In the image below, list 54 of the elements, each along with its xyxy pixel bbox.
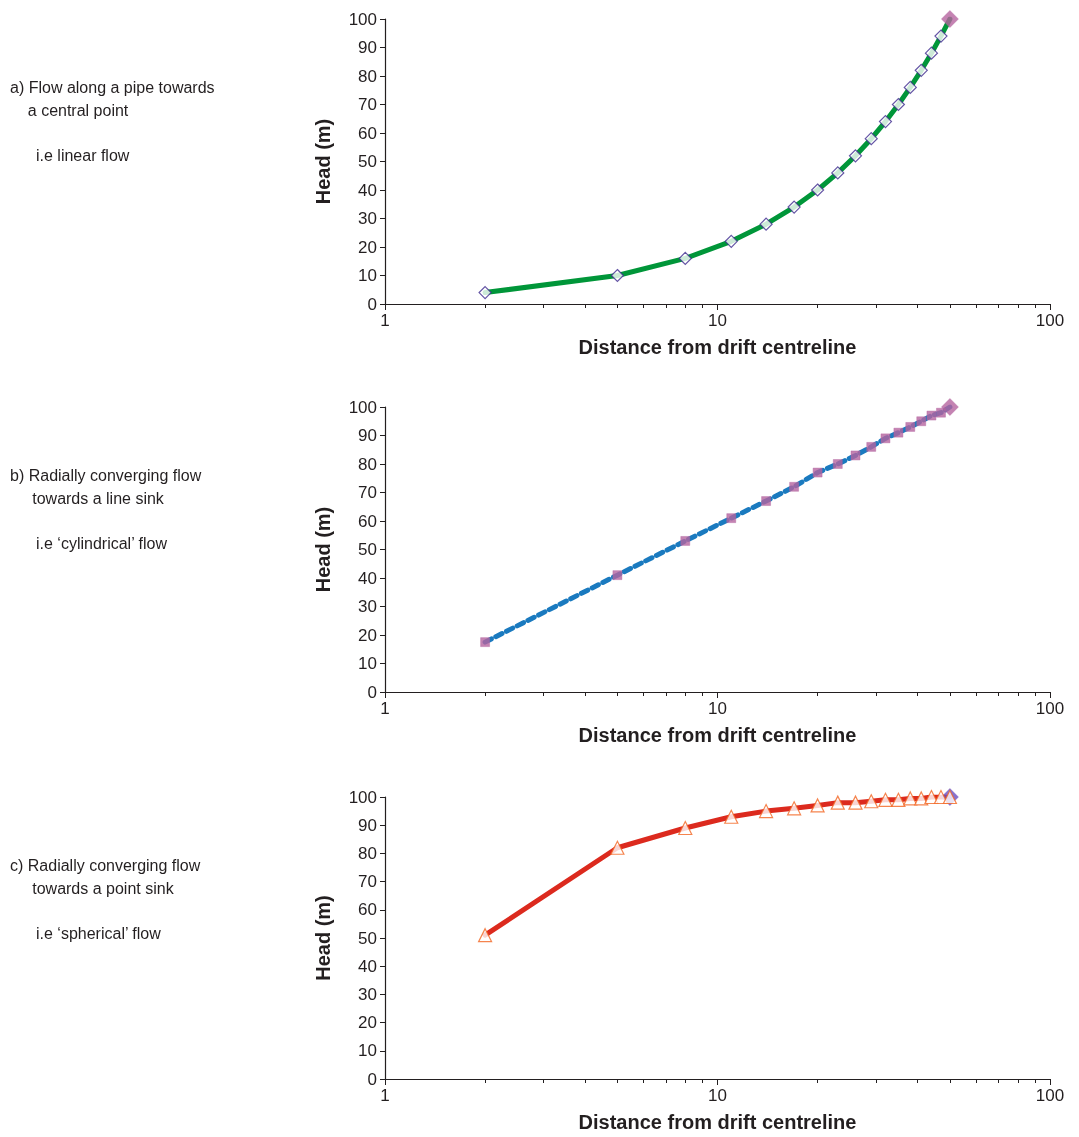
x-tick-label: 1: [380, 1086, 390, 1105]
y-tick-label: 40: [358, 956, 377, 976]
y-tick-label: 30: [358, 597, 377, 616]
y-tick-label: 10: [358, 654, 377, 673]
x-tick-label: 1: [380, 699, 390, 718]
y-tick-label: 60: [358, 511, 377, 531]
x-axis-title: Distance from drift centreline: [578, 724, 857, 746]
x-tick-label: 100: [1035, 1086, 1065, 1105]
y-tick-label: 100: [348, 397, 377, 417]
x-tick-label: 1: [380, 311, 390, 330]
y-tick-label: 100: [348, 787, 377, 807]
text: i.e ‘spherical’ flow: [36, 925, 162, 942]
text: a) Flow along a pipe towards a central point: [10, 79, 215, 119]
y-tick-label: 20: [358, 625, 377, 645]
y-tick-label: 40: [358, 568, 377, 588]
y-tick-label: 60: [358, 900, 377, 920]
y-tick-label: 30: [358, 984, 377, 1004]
y-axis-title: Head (m): [312, 118, 334, 205]
y-tick-label: 40: [358, 180, 377, 200]
y-tick-label: 50: [358, 928, 377, 948]
y-tick-label: 80: [358, 66, 377, 86]
y-tick-label: 0: [367, 294, 377, 314]
x-axis-title: Distance from drift centreline: [578, 1111, 857, 1133]
y-tick-label: 0: [367, 682, 377, 702]
y-axis-title: Head (m): [312, 895, 334, 981]
y-tick-label: 50: [358, 152, 377, 171]
y-axis-title: Head (m): [312, 506, 334, 593]
y-tick-label: 10: [358, 266, 377, 285]
text: b) Radially converging flow towards a line sink: [10, 467, 202, 507]
x-tick-label: 100: [1035, 699, 1065, 718]
y-tick-label: 20: [358, 237, 377, 257]
y-tick-label: 80: [358, 843, 377, 863]
text: c) Radially converging flow towards a point sink: [10, 857, 201, 897]
y-tick-label: 80: [358, 454, 377, 474]
y-tick-label: 50: [358, 540, 377, 559]
y-tick-label: 10: [358, 1041, 377, 1061]
y-tick-label: 70: [358, 95, 377, 114]
x-axis-title: Distance from drift centreline: [578, 336, 857, 358]
y-tick-label: 90: [358, 38, 377, 57]
x-tick-label: 100: [1035, 311, 1065, 330]
y-tick-label: 70: [358, 483, 377, 502]
y-tick-label: 60: [358, 123, 377, 143]
text: i.e ‘cylindrical’ flow: [36, 535, 168, 552]
x-tick-label: 10: [708, 1086, 727, 1105]
text: i.e linear flow: [36, 147, 130, 164]
y-tick-label: 90: [358, 426, 377, 445]
y-tick-label: 70: [358, 872, 377, 892]
y-tick-label: 100: [348, 9, 377, 29]
x-tick-label: 10: [708, 699, 727, 718]
x-tick-label: 10: [708, 311, 727, 330]
y-tick-label: 30: [358, 209, 377, 228]
y-tick-label: 90: [358, 815, 377, 835]
y-tick-label: 0: [367, 1069, 377, 1089]
y-tick-label: 20: [358, 1013, 377, 1033]
